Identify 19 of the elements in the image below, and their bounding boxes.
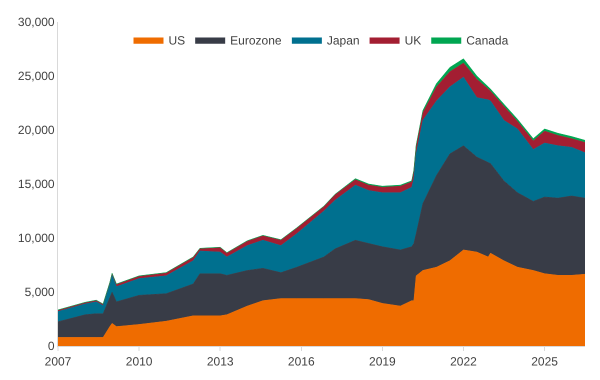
- legend-label: US: [168, 33, 186, 48]
- legend-label: Canada: [466, 33, 509, 48]
- y-tick-label: 10,000: [18, 231, 55, 246]
- y-tick-label: 20,000: [18, 123, 55, 138]
- y-tick-label: 25,000: [18, 69, 55, 84]
- x-tick-label: 2019: [369, 354, 396, 368]
- y-tick-label: 30,000: [18, 15, 55, 30]
- legend-label: Eurozone: [230, 33, 282, 48]
- x-tick-label: 2007: [44, 354, 72, 368]
- x-tick-label: 2013: [206, 354, 234, 368]
- x-tick-label: 2010: [126, 354, 153, 368]
- x-tick-label: 2022: [450, 354, 478, 368]
- legend-label: Japan: [326, 33, 360, 48]
- x-tick-label: 2025: [531, 354, 558, 368]
- x-tick-label: 2016: [288, 354, 315, 368]
- y-tick-label: 15,000: [18, 177, 55, 192]
- y-tick-label: 5,000: [24, 285, 55, 300]
- y-tick-label: 0: [48, 339, 55, 354]
- legend-label: UK: [404, 33, 422, 48]
